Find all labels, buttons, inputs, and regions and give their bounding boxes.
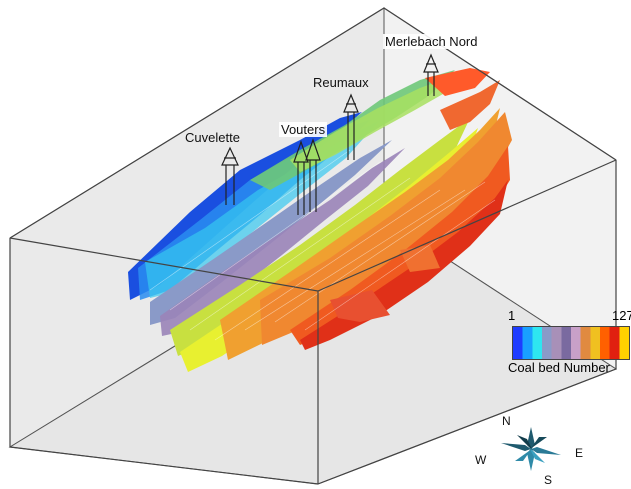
label-cuvelette: Cuvelette (185, 130, 240, 145)
compass-rose-icon (501, 427, 561, 471)
compass-west-label: W (475, 453, 487, 467)
label-vouters: Vouters (279, 122, 328, 137)
headframe-cuvelette-icon (221, 146, 239, 205)
legend-min-label: 1 (508, 308, 516, 323)
compass-south-label: S (544, 473, 553, 487)
shaft-headframes (221, 53, 439, 215)
bounding-box-front (9, 7, 617, 485)
legend-max-label: 127 (612, 308, 631, 323)
legend-color-bar (512, 326, 630, 360)
compass-east-label: E (575, 446, 584, 460)
legend-title: Coal bed Number (508, 360, 610, 375)
headframe-reumaux-icon (343, 93, 359, 160)
compass-north-label: N (502, 414, 511, 428)
coal-beds (128, 68, 512, 372)
label-merlebach-nord: Merlebach Nord (383, 34, 480, 49)
coal-bed-legend: 1 127 Coal bed Number (508, 308, 631, 378)
label-reumaux: Reumaux (313, 75, 369, 90)
headframe-vouters-icon (293, 138, 321, 215)
headframe-merlebach-icon (423, 53, 439, 96)
